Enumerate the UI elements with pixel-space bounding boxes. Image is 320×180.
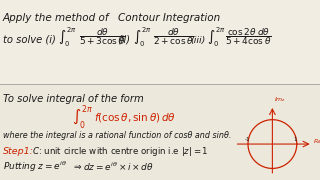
Text: $\int_0^{2\pi}$: $\int_0^{2\pi}$ [207,25,226,49]
Text: $\int_0^{2\pi}$: $\int_0^{2\pi}$ [133,25,152,49]
Text: $f(\cos\theta,\sin\theta)\,d\theta$: $f(\cos\theta,\sin\theta)\,d\theta$ [94,111,176,125]
Text: $Im_z$: $Im_z$ [274,95,287,104]
Text: $\int_0^{2\pi}$: $\int_0^{2\pi}$ [58,25,77,49]
Text: 1: 1 [293,137,297,142]
Text: $\int_0^{2\pi}$: $\int_0^{2\pi}$ [72,104,93,132]
Text: Apply the method of: Apply the method of [3,13,109,23]
Text: $\dfrac{d\theta}{5+3\cos\theta}$: $\dfrac{d\theta}{5+3\cos\theta}$ [79,27,126,47]
Text: -1: -1 [244,137,250,142]
Text: $C$: unit circle with centre origin i.e $|z|=1$: $C$: unit circle with centre origin i.e … [32,145,209,158]
Text: $\dfrac{d\theta}{2+\cos\theta}$: $\dfrac{d\theta}{2+\cos\theta}$ [153,27,194,47]
Text: (iii): (iii) [190,35,205,44]
Text: To solve integral of the form: To solve integral of the form [3,94,144,104]
Text: Step1:: Step1: [3,147,34,156]
Text: where the integral is a rational function of cosθ and sinθ.: where the integral is a rational functio… [3,132,231,141]
Text: Putting $z=e^{i\theta}$: Putting $z=e^{i\theta}$ [3,160,67,174]
Bar [0,0,320,84]
Text: $\Rightarrow dz=e^{i\theta}\times i\times d\theta$: $\Rightarrow dz=e^{i\theta}\times i\time… [72,161,154,173]
Text: (ii): (ii) [117,35,130,45]
Bar [0,84,320,180]
Text: to solve (i): to solve (i) [3,35,56,45]
Text: Contour Integration: Contour Integration [118,13,220,23]
Text: $\dfrac{\cos2\theta\;d\theta}{5+4\cos\theta}$: $\dfrac{\cos2\theta\;d\theta}{5+4\cos\th… [225,27,272,47]
Text: $Re_z$: $Re_z$ [313,137,320,146]
